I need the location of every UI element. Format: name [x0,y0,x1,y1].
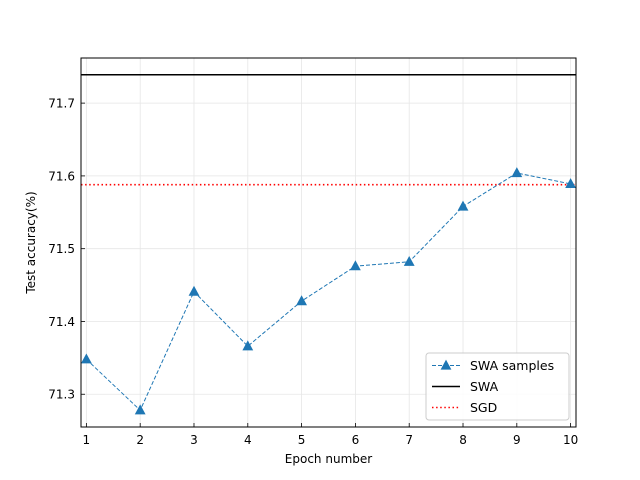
y-tick-label: 71.4 [48,315,75,329]
swa-sample-point [565,178,577,189]
legend-swa-samples-marker [440,359,452,370]
legend-label: SGD [470,400,497,415]
y-tick-label: 71.6 [48,169,75,183]
swa-sample-point [457,200,469,211]
reference-lines [81,73,576,186]
x-tick-label: 9 [513,433,521,447]
x-tick-label: 3 [190,433,198,447]
x-tick-label: 2 [136,433,144,447]
swa-sample-point [350,260,361,271]
x-tick-label: 6 [352,433,360,447]
x-tick-label: 8 [459,433,467,447]
swa-sample-point [80,353,92,364]
grid-lines [81,58,576,427]
x-tick-label: 7 [405,433,413,447]
x-tick-label: 5 [298,433,306,447]
x-tick-label: 10 [563,433,578,447]
legend-label: SWA samples [470,358,554,373]
swa-sample-point [134,404,146,415]
x-axis-ticks: 1 2 3 4 5 6 7 8 9 10 [83,423,578,447]
legend-box [425,352,570,421]
y-tick-label: 71.3 [48,388,75,402]
y-axis-ticks: 71.3 71.4 71.5 71.6 71.7 [48,97,85,402]
swa-sample-point [296,295,307,306]
legend: SWA samples SWA SGD [425,352,570,421]
data-series [80,167,577,415]
swa-sample-point [188,285,200,296]
swa-sample-point [403,255,415,266]
y-axis-label: Test accuracy(%) [24,191,38,294]
x-axis-label: Epoch number [285,452,372,466]
y-tick-label: 71.5 [48,242,75,256]
legend-label: SWA [470,379,499,394]
swa-sample-point [511,167,523,178]
swa-samples-line [86,172,571,412]
x-tick-label: 1 [83,433,91,447]
plot-frame [80,57,577,428]
y-tick-label: 71.7 [48,97,75,111]
swa-sample-point [242,340,254,351]
x-tick-label: 4 [244,433,252,447]
